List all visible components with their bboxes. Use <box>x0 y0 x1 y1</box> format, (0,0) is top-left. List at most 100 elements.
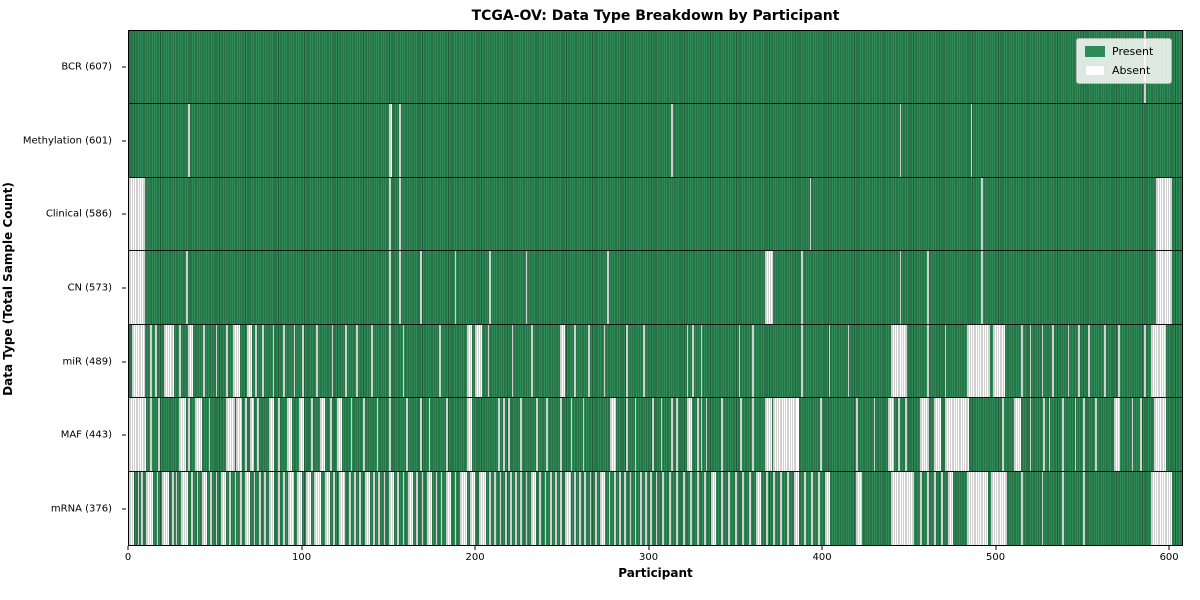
absent-segment <box>305 471 311 545</box>
absent-segment <box>203 324 206 398</box>
x-tick-mark <box>1168 546 1170 550</box>
absent-segment <box>302 324 304 398</box>
y-tick-label-methylation: Methylation (601) <box>22 135 112 147</box>
absent-segment <box>787 471 789 545</box>
absent-swatch-icon <box>1085 65 1105 76</box>
absent-segment <box>1140 398 1143 471</box>
absent-segment <box>445 471 452 545</box>
absent-segment <box>607 251 609 324</box>
absent-segment <box>129 251 145 324</box>
absent-segment <box>364 471 370 545</box>
absent-segment <box>246 324 252 398</box>
absent-segment <box>388 177 391 251</box>
absent-segment <box>187 398 190 471</box>
absent-segment <box>899 251 902 324</box>
y-tick-mark <box>122 213 126 215</box>
absent-segment <box>589 471 592 545</box>
absent-segment <box>359 471 362 545</box>
absent-segment <box>191 471 194 545</box>
absent-segment <box>1020 324 1023 398</box>
x-tick-label: 600 <box>1159 552 1179 563</box>
absent-segment <box>402 471 405 545</box>
absent-segment <box>298 398 304 471</box>
absent-segment <box>970 104 973 177</box>
absent-segment <box>800 324 803 398</box>
absent-segment <box>530 471 536 545</box>
absent-segment <box>544 471 547 545</box>
absent-segment <box>494 471 497 545</box>
absent-segment <box>1156 177 1172 251</box>
absent-segment <box>286 398 292 471</box>
absent-segment <box>1117 324 1120 398</box>
absent-segment <box>941 471 943 545</box>
absent-segment <box>316 324 318 398</box>
absent-segment <box>329 398 332 471</box>
absent-segment <box>388 251 391 324</box>
absent-segment <box>818 471 821 545</box>
absent-segment <box>419 398 422 471</box>
absent-segment <box>236 398 242 471</box>
absent-segment <box>208 398 211 471</box>
absent-segment <box>811 471 814 545</box>
absent-segment <box>435 471 438 545</box>
absent-segment <box>1041 471 1044 545</box>
absent-segment <box>1014 398 1021 471</box>
absent-segment <box>406 398 408 471</box>
x-tick-label: 200 <box>465 552 485 563</box>
absent-segment <box>752 398 755 471</box>
absent-segment <box>378 471 381 545</box>
absent-segment <box>634 471 637 545</box>
absent-segment <box>1062 471 1065 545</box>
absent-segment <box>828 324 831 398</box>
row-band-mir <box>129 324 1182 399</box>
x-tick-label: 400 <box>812 552 832 563</box>
absent-segment <box>269 471 275 545</box>
absent-segment <box>175 471 178 545</box>
x-tick-mark <box>821 546 823 550</box>
absent-segment <box>525 251 528 324</box>
absent-segment <box>129 177 145 251</box>
absent-segment <box>662 471 665 545</box>
absent-segment <box>210 471 213 545</box>
absent-segment <box>245 398 247 471</box>
absent-segment <box>608 471 611 545</box>
absent-segment <box>626 324 628 398</box>
absent-segment <box>655 471 658 545</box>
absent-segment <box>250 398 254 471</box>
legend-label-absent: Absent <box>1112 64 1151 77</box>
absent-segment <box>794 471 800 545</box>
absent-segment <box>196 471 199 545</box>
y-tick-mark <box>122 361 126 363</box>
absent-segment <box>619 471 621 545</box>
chart-title: TCGA-OV: Data Type Breakdown by Particip… <box>471 8 840 24</box>
y-tick-label-mir: miR (489) <box>62 356 112 368</box>
absent-segment <box>691 324 694 398</box>
absent-segment <box>445 398 448 471</box>
x-tick-label: 500 <box>986 552 1006 563</box>
absent-segment <box>1114 398 1120 471</box>
absent-segment <box>934 398 942 471</box>
absent-segment <box>466 324 472 398</box>
absent-segment <box>1083 398 1085 471</box>
absent-segment <box>856 471 862 545</box>
absent-segment <box>194 398 202 471</box>
absent-segment <box>643 324 646 398</box>
absent-segment <box>981 177 983 251</box>
absent-segment <box>454 251 457 324</box>
absent-segment <box>426 471 433 545</box>
x-tick-mark <box>995 546 997 550</box>
absent-segment <box>549 471 552 545</box>
absent-segment <box>721 398 724 471</box>
x-tick-mark <box>301 546 303 550</box>
absent-segment <box>416 471 419 545</box>
absent-segment <box>993 324 1006 398</box>
absent-segment <box>944 398 969 471</box>
absent-segment <box>742 471 744 545</box>
absent-segment <box>676 398 678 471</box>
absent-segment <box>333 471 336 545</box>
absent-segment <box>475 324 483 398</box>
absent-segment <box>487 324 490 398</box>
absent-segment <box>525 471 528 545</box>
absent-segment <box>504 471 507 545</box>
absent-segment <box>1143 324 1146 398</box>
